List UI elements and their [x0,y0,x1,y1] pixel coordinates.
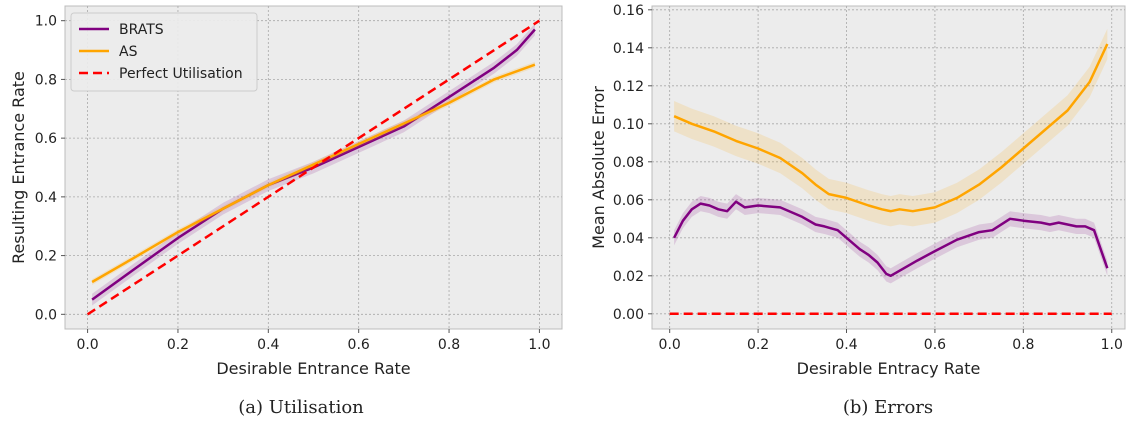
chart-0-y-ticks: 0.0 0.2 0.4 0.6 0.8 1.0 [35,14,65,323]
chart-0-y-tick-label: 1.0 [35,14,57,30]
chart-1-x-tick-label: 1.0 [1101,337,1123,353]
chart-0-x-tick-label: 1.0 [528,337,550,353]
chart-1-series-0-confidence-band [674,194,1108,284]
chart-1-x-tick-label: 0.8 [1012,337,1034,353]
chart-0-brats-line [91,28,536,301]
chart-1-y-ticks: 0.00 0.02 0.04 0.06 0.08 0.10 0.12 0.14 0.16 [613,3,652,323]
chart-1-y-tick-label: 0.10 [613,117,644,133]
chart-0-legend: BRATS AS Perfect Utilisation [70,12,258,92]
chart-0-as-line [91,63,536,284]
chart-1-x-tick-label: 0.0 [659,337,681,353]
chart-0-as-confidence-band [92,61,535,285]
chart-1-y-tick-label: 0.16 [613,3,644,19]
chart-0-x-tick-label: 0.0 [76,337,98,353]
chart-1-x-axis-label: Desirable Entracy Rate [797,359,981,378]
chart-0-x-tick-label: 0.2 [167,337,189,353]
chart-0-x-axis-label: Desirable Entrance Rate [216,359,410,378]
errors-chart: 0.0 0.2 0.4 0.6 0.8 1.00.000.020.040.060.080.… [589,3,1126,418]
chart-0-legend-label-perfect-utilisation: Perfect Utilisation [119,66,243,82]
chart-1-series-0-line [672,200,1109,278]
chart-0-y-tick-label: 0.6 [35,131,57,147]
chart-0-x-tick-label: 0.4 [257,337,279,353]
chart-0-y-axis-label: Resulting Entrance Rate [9,71,28,264]
chart-0-y-tick-label: 0.8 [35,72,57,88]
chart-0-legend-box [70,12,258,92]
chart-1-x-tick-label: 0.2 [747,337,769,353]
chart-1-y-tick-label: 0.02 [613,269,644,285]
chart-1-series-1-confidence-band [674,28,1108,227]
chart-1-series [669,28,1112,316]
chart-1-y-tick-label: 0.08 [613,155,644,171]
chart-0-x-ticks: 0.0 0.2 0.4 0.6 0.8 1.0 [76,329,551,353]
chart-0-x-tick-label: 0.8 [438,337,460,353]
chart-0-legend-label-as: AS [119,44,138,60]
chart-0-y-tick-label: 0.4 [35,190,57,206]
chart-1-y-tick-label: 0.00 [613,307,644,323]
chart-1-x-ticks: 0.0 0.2 0.4 0.6 0.8 1.0 [659,329,1123,353]
chart-0-y-tick-label: 0.2 [35,249,57,265]
chart-0-series [86,19,541,316]
chart-0-legend-label-brats: BRATS [119,22,164,38]
chart-1-y-tick-label: 0.06 [613,193,644,209]
chart-1-y-tick-label: 0.04 [613,231,644,247]
chart-0-y-tick-label: 0.0 [35,307,57,323]
chart-0-x-tick-label: 0.6 [348,337,370,353]
chart-0-caption: (a) Utilisation [238,397,364,418]
chart-1-x-tick-label: 0.4 [835,337,857,353]
utilisation-chart: 0.0 0.2 0.4 0.6 0.8 1.0 0.0 0.2 0.4 0.6 0.8 1.0 Desi… [9,5,563,418]
chart-1-y-axis-label: Mean Absolute Error [589,86,608,249]
chart-1-caption: (b) Errors [843,397,933,418]
chart-0-perfect-utilisation-line [86,19,541,316]
chart-1-x-tick-label: 0.6 [924,337,946,353]
chart-1-y-tick-label: 0.12 [613,79,644,95]
chart-1-series-1-line [673,43,1109,213]
chart-1-y-tick-label: 0.14 [613,41,644,57]
